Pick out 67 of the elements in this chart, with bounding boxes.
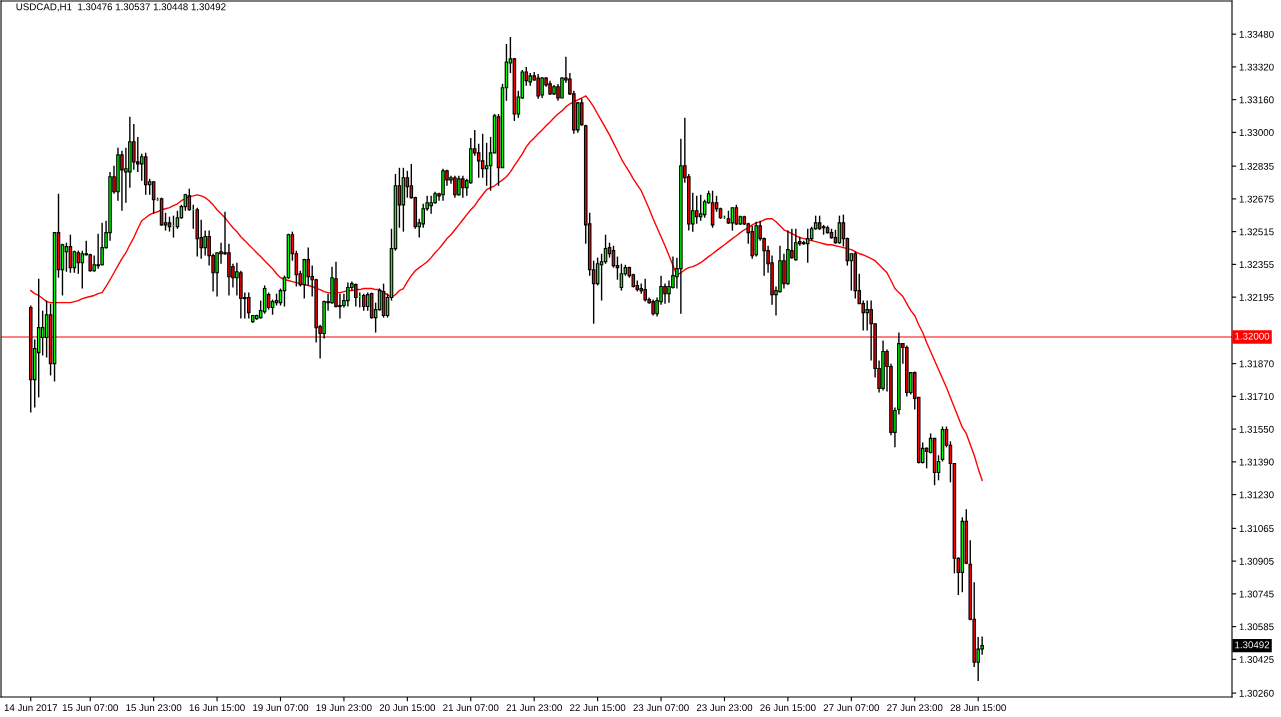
y-tick-label: 1.32835 (1239, 162, 1274, 170)
x-tick-label: 27 Jun 23:00 (887, 704, 943, 712)
y-tick-label: 1.30905 (1239, 557, 1274, 565)
candlestick (132, 123, 136, 171)
text: 1.30492 (1235, 641, 1270, 649)
candlestick (139, 153, 144, 182)
candlestick (187, 187, 192, 212)
y-tick-label: 1.33000 (1239, 129, 1274, 136)
candlestick (453, 175, 457, 199)
y-tick-label: 1.31230 (1239, 491, 1274, 499)
y-tick-label: 1.30745 (1239, 590, 1274, 598)
x-tick-label: 21 Jun 23:00 (506, 704, 562, 712)
x-tick-label: 20 Jun 15:00 (379, 704, 436, 712)
y-tick-label: 1.33320 (1239, 63, 1274, 71)
candlestick (663, 282, 667, 305)
y-tick-label: 1.33160 (1239, 96, 1274, 104)
x-tick-label: 27 Jun 07:00 (823, 704, 880, 712)
x-tick-label: 23 Jun 23:00 (696, 704, 753, 712)
candlestick (80, 249, 85, 290)
y-tick-label: 1.32355 (1239, 261, 1274, 268)
candlestick (151, 181, 156, 215)
x-tick-label: 19 Jun 23:00 (316, 704, 372, 712)
ref-line-label: 1.32000 (1235, 332, 1270, 340)
candlestick (461, 175, 465, 199)
candlestick (76, 249, 81, 275)
y-tick-label: 1.31710 (1239, 393, 1274, 400)
x-tick-label: 16 Jun 15:00 (189, 704, 245, 712)
candlestick (100, 222, 104, 267)
candlestick (750, 225, 755, 260)
candlestick (246, 291, 251, 320)
candlestick (698, 194, 703, 222)
candlestick (694, 195, 699, 225)
y-tick-label: 1.31870 (1239, 360, 1274, 368)
candlestick (794, 228, 798, 262)
y-tick-label: 1.31390 (1239, 458, 1274, 466)
y-tick-label: 1.31550 (1239, 425, 1274, 433)
x-tick-label: 19 Jun 07:00 (253, 704, 309, 712)
chart-title: USDCAD,H1 1.30476 1.30537 1.30448 1.30492 (16, 3, 226, 12)
candlestick (865, 299, 869, 332)
candlestick (579, 98, 584, 127)
y-tick-label: 1.32195 (1239, 293, 1274, 301)
y-tick-label: 1.30425 (1239, 656, 1274, 663)
y-tick-label: 1.33480 (1239, 30, 1274, 38)
candlestick (262, 284, 267, 315)
x-tick-label: 23 Jun 07:00 (633, 704, 689, 712)
y-tick-label: 1.32675 (1239, 195, 1274, 203)
candlestick (346, 281, 350, 308)
candlestick (441, 168, 445, 202)
candlestick (643, 278, 647, 303)
candlestick (536, 73, 540, 100)
x-tick-label: 28 Jun 15:00 (950, 704, 1006, 712)
x-tick-label: 26 Jun 15:00 (760, 704, 816, 712)
x-tick-label: 15 Jun 23:00 (126, 704, 182, 712)
x-tick-label: 14 Jun 2017 (4, 704, 58, 712)
candlestick (40, 309, 45, 357)
y-tick-label: 1.30585 (1239, 623, 1274, 631)
candlestick (782, 253, 786, 290)
y-tick-label: 1.31065 (1239, 525, 1274, 532)
candlestick (429, 195, 433, 215)
y-tick-label: 1.30260 (1239, 689, 1274, 697)
candlestick (306, 246, 311, 287)
candlestick (120, 150, 124, 212)
candlestick (457, 175, 461, 197)
x-tick-label: 21 Jun 07:00 (443, 704, 499, 712)
x-tick-label: 22 Jun 15:00 (570, 704, 626, 712)
y-tick-label: 1.32515 (1239, 228, 1274, 236)
x-tick-label: 15 Jun 07:00 (62, 704, 118, 712)
